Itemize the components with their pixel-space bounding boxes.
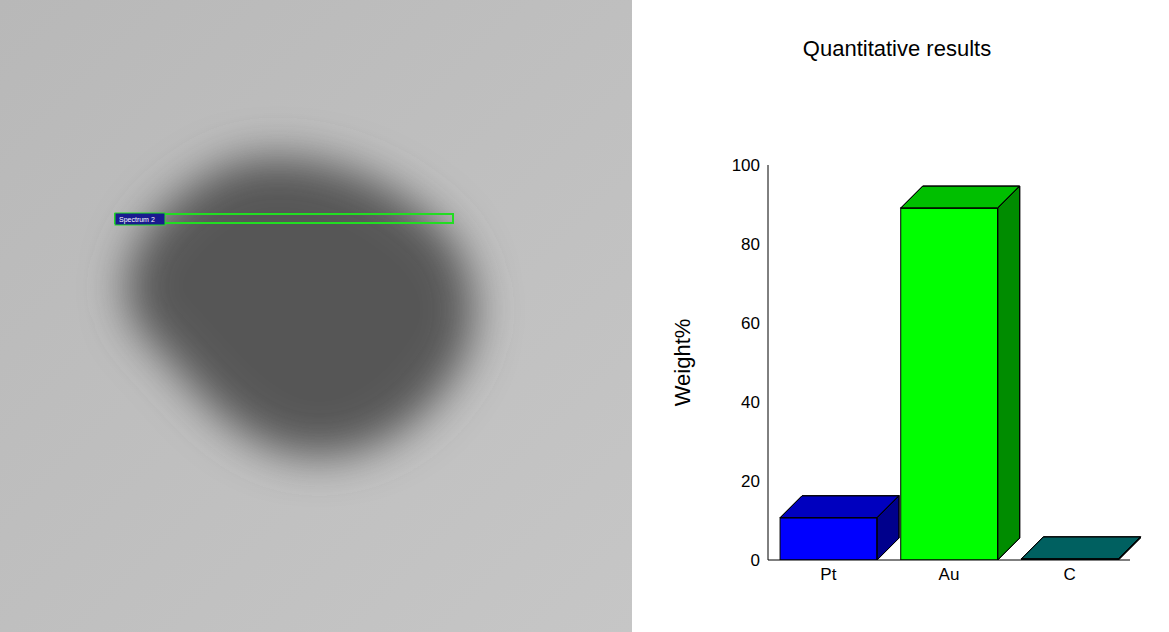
html-text:Quantitative results: Quantitative results: [802, 36, 992, 61]
svg-text:0: 0: [751, 551, 760, 570]
svg-text:60: 60: [741, 314, 760, 333]
svg-text:40: 40: [741, 393, 760, 412]
svg-text:80: 80: [741, 235, 760, 254]
svg-text:C: C: [1064, 565, 1076, 584]
svg-text:100: 100: [732, 156, 760, 175]
svg-text:Au: Au: [939, 565, 960, 584]
svg-text:Pt: Pt: [820, 565, 836, 584]
svg-text:20: 20: [741, 472, 760, 491]
svg-text:Weight%: Weight%: [670, 319, 695, 407]
svg-text:Spectrum 2: Spectrum 2: [119, 216, 155, 224]
